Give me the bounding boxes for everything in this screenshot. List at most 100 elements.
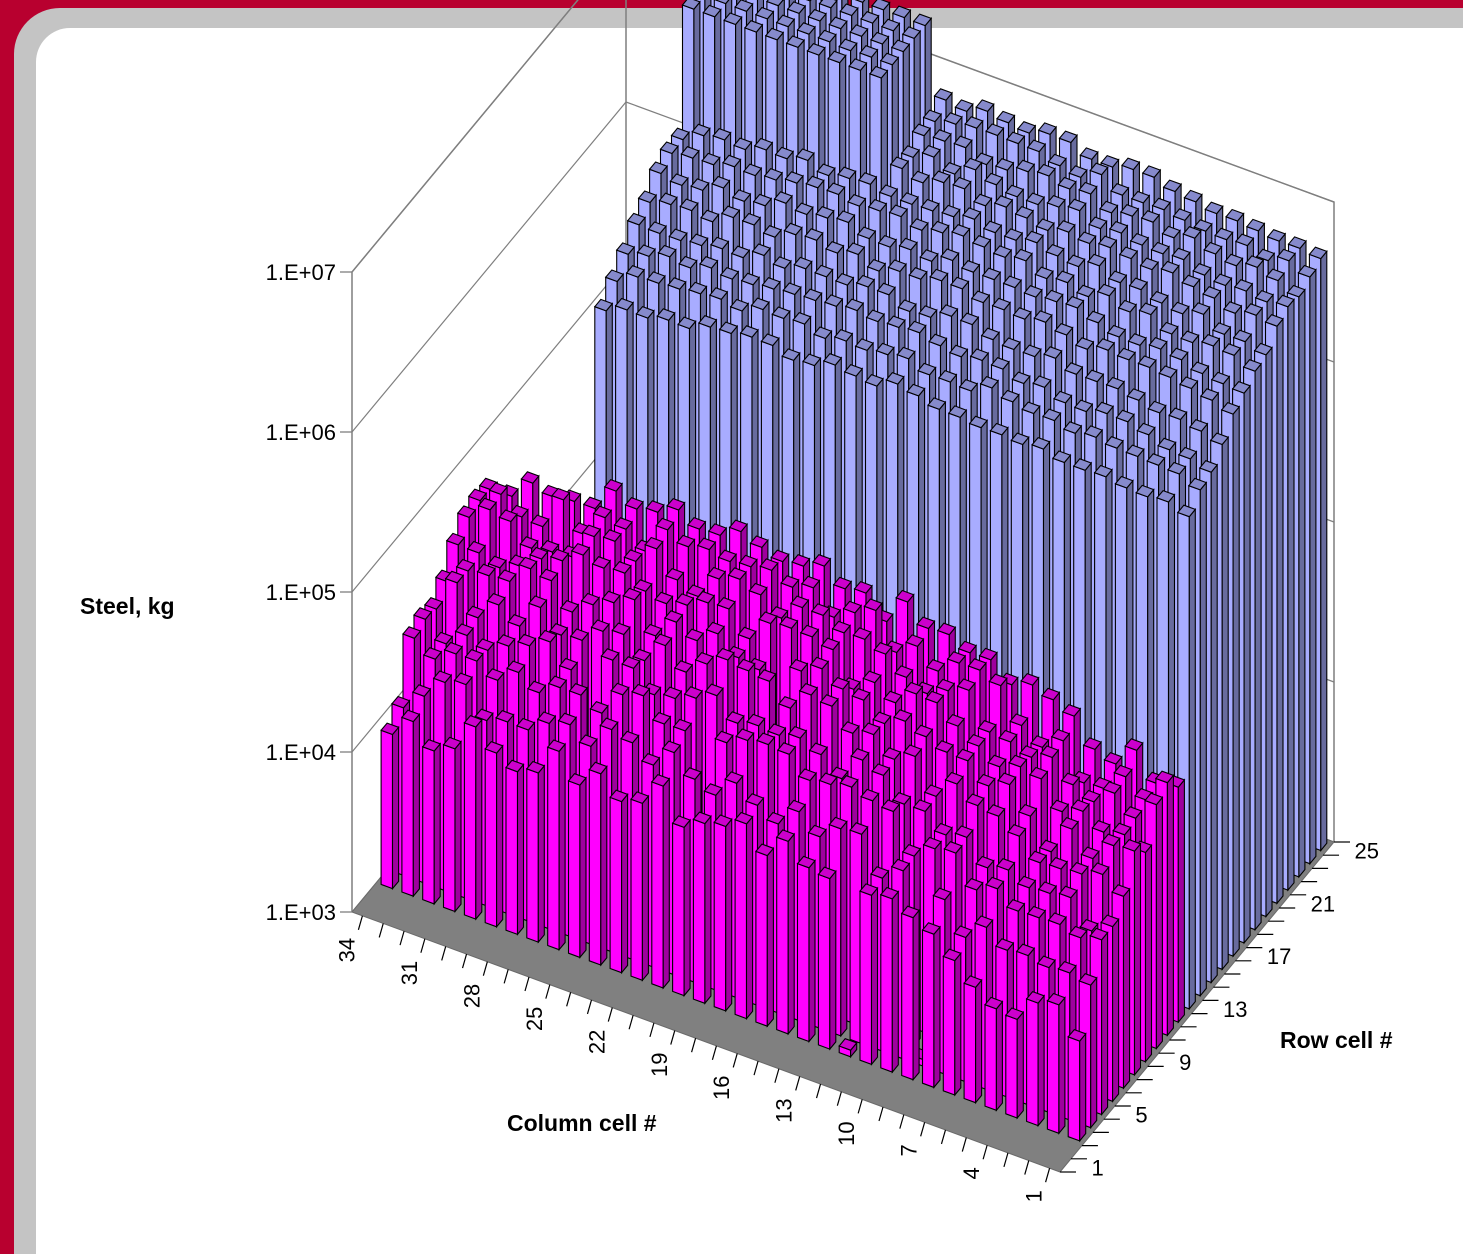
bar-top-face [707,523,728,537]
bar-top-face [1079,147,1099,161]
bar-top-face [1036,163,1056,177]
bar-top-face [1069,861,1089,875]
bar-front-face [588,768,602,966]
bar-top-face [694,651,715,665]
bar-top-face [1201,333,1221,347]
z-axis-title: Steel, kg [80,593,175,619]
bar-top-face [770,549,790,563]
bar-top-face [931,170,951,184]
bar-top-face [1124,738,1144,751]
bar-top-face [1011,371,1031,385]
bar-top-face [1065,295,1085,309]
bar-top-face [921,144,941,158]
bar-top-face [891,792,912,805]
bar-top-face [716,596,736,610]
bar-top-face [661,740,682,754]
bar-side-face [1287,297,1295,892]
bar [1025,990,1046,1128]
bar-top-face [745,793,765,806]
bar-top-face [989,422,1009,436]
bar-side-face [725,817,733,1013]
bar-top-face [970,290,991,304]
bar-top-face [1211,322,1232,336]
bar-top-face [777,696,798,709]
column-tick-label: 22 [584,1030,609,1054]
bar-top-face [1148,336,1168,350]
bar-top-face [985,123,1005,137]
bar-top-face [621,656,641,669]
column-tick [441,946,447,961]
bar-top-face [1161,225,1181,239]
bar-top-face [1058,885,1078,899]
bar-top-face [443,641,464,655]
bar-top-face [467,488,488,502]
bar-top-face [712,127,732,141]
x-axis-title: Column cell # [507,1110,657,1136]
bar-top-face [1177,446,1198,460]
bar-top-face [1043,346,1063,359]
bar-top-face [1050,728,1071,742]
bar-top-face [994,938,1015,951]
bar-top-face [997,772,1017,786]
bar-top-face [1059,816,1080,830]
bar-top-face [1068,165,1088,179]
bar-top-face [671,815,692,829]
bar-top-face [759,558,779,572]
bar-top-face [588,761,608,775]
bar-top-face [818,0,838,9]
bar-top-face [610,682,630,696]
bar-top-face [1122,838,1142,852]
bar-top-face [990,357,1010,370]
bar-top-face [1210,371,1231,385]
bar-top-face [862,670,882,684]
bar-top-face [643,623,663,637]
bar-side-face [1016,1010,1024,1120]
column-tick-label: 31 [397,961,422,985]
bar-top-face [1000,389,1020,403]
bar-top-face [713,814,733,828]
bar-top-face [933,88,953,101]
bar-front-face [442,743,456,913]
bar-side-face [683,818,691,998]
bar-front-face [567,780,581,959]
bar-top-face [1123,806,1143,819]
bar-top-face [1183,189,1203,203]
bar-top-face [806,42,826,56]
bar-top-face [784,171,804,184]
bar-top-face [696,537,717,551]
bar [1176,504,1197,1011]
bar-top-face [1085,310,1106,324]
bar-top-face [1162,179,1183,193]
column-tick-label: 7 [897,1144,922,1156]
bar-top-face [1308,246,1328,260]
bar-top-face [1136,422,1156,436]
bar-side-face [1254,362,1262,932]
column-tick [670,1030,676,1045]
bar-top-face [1254,289,1275,303]
bar-top-face [919,249,939,262]
bar-top-face [644,536,664,550]
bar-top-face [719,266,740,280]
bar-top-face [1047,153,1067,167]
bar-top-face [1074,337,1095,350]
bar-top-face [549,548,570,562]
bar-top-face [1111,884,1131,897]
bar-top-face [630,791,650,805]
bar-top-face [536,711,557,725]
bar-top-face [604,269,625,283]
bar-top-face [646,271,666,285]
bar-top-face [507,614,527,627]
bar [567,773,587,959]
bar-top-face [966,733,986,747]
bar-top-face [1032,375,1052,389]
bar-top-face [632,648,652,662]
bar-top-face [611,622,631,636]
bar-top-face [786,799,807,813]
bar-top-face [517,633,537,647]
bar [963,975,983,1105]
bar-top-face [558,657,579,671]
bar-side-face [1232,405,1240,958]
bar-top-face [720,205,741,219]
bar-top-face [1087,253,1107,267]
bar-top-face [796,22,816,35]
